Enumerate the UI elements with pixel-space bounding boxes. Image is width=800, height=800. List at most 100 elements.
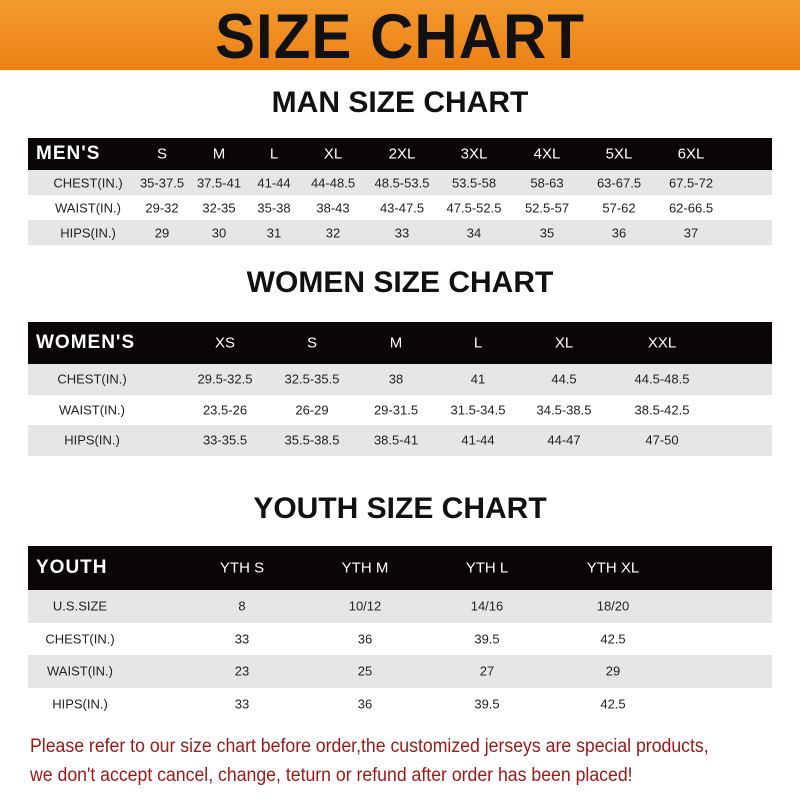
- size-column-header: XXL: [647, 334, 677, 352]
- size-column-header: S: [156, 145, 168, 163]
- table-cell: 36: [357, 696, 373, 712]
- table-cell: 67.5-72: [668, 175, 714, 190]
- table-cell: 37: [683, 225, 699, 240]
- table-cell: 33: [394, 225, 410, 240]
- table-row: U.S.SIZE 8 10/12 14/16 18/20: [28, 590, 772, 623]
- table-cell: 34.5-38.5: [536, 402, 592, 418]
- size-column-header: YTH M: [341, 559, 389, 577]
- women-size-table: WOMEN'S XS S M L XL XXL CHEST(IN.) 29.5-32.5 32.5…: [28, 322, 772, 456]
- table-cell: 38-43: [316, 200, 350, 215]
- table-row: HIPS(IN.) 29 30 31 32 33 34 35 36 37: [28, 220, 772, 245]
- table-cell: 29.5-32.5: [197, 371, 253, 387]
- table-cell: 53.5-58: [451, 175, 497, 190]
- table-cell: 31: [266, 225, 282, 240]
- table-cell: 58-63: [530, 175, 564, 190]
- size-column-header: YTH XL: [586, 559, 640, 577]
- size-column-header: M: [212, 145, 226, 163]
- table-cell: 38.5-41: [373, 432, 419, 448]
- women-section-title: WOMEN SIZE CHART: [246, 266, 554, 299]
- table-cell: 57-62: [602, 200, 636, 215]
- table-cell: 33: [234, 631, 250, 647]
- measurement-label: HIPS(IN.): [64, 432, 120, 448]
- table-row: CHEST(IN.) 33 36 39.5 42.5: [28, 622, 772, 655]
- table-row: CHEST(IN.) 29.5-32.5 32.5-35.5 38 41 44.5 44.5…: [28, 364, 772, 395]
- size-column-header: XS: [214, 334, 236, 352]
- men-size-table: MEN'S S M L XL 2XL 3XL 4XL 5XL 6XL CHEST(IN.) 35-37…: [28, 138, 772, 245]
- table-cell: 47.5-52.5: [446, 200, 502, 215]
- table-cell: 31.5-34.5: [450, 402, 506, 418]
- size-column-header: 6XL: [677, 145, 705, 163]
- measurement-label: HIPS(IN.): [52, 696, 108, 712]
- table-cell: 43-47.5: [379, 200, 425, 215]
- size-column-header: 3XL: [460, 145, 488, 163]
- table-cell: 23: [234, 663, 250, 679]
- table-cell: 44.5: [551, 371, 577, 387]
- table-cell: 41-44: [461, 432, 495, 448]
- measurement-label: WAIST(IN.): [47, 663, 113, 679]
- table-cell: 35-37.5: [139, 175, 185, 190]
- table-cell: 29: [605, 663, 621, 679]
- measurement-label: CHEST(IN.): [57, 371, 127, 387]
- table-cell: 8: [238, 598, 246, 614]
- table-cell: 48.5-53.5: [374, 175, 430, 190]
- table-cell: 38.5-42.5: [634, 402, 690, 418]
- table-group-label: WOMEN'S: [36, 332, 136, 353]
- table-row: WAIST(IN.) 23.5-26 26-29 29-31.5 31.5-34.5 34…: [28, 394, 772, 425]
- table-cell: 35.5-38.5: [284, 432, 340, 448]
- notice-line: we don't accept cancel, change, teturn o…: [30, 765, 633, 786]
- table-row: WAIST(IN.) 23 25 27 29: [28, 655, 772, 688]
- table-cell: 63-67.5: [596, 175, 642, 190]
- table-cell: 29: [154, 225, 170, 240]
- measurement-label: WAIST(IN.): [59, 402, 125, 418]
- notice-line: Please refer to our size chart before or…: [30, 736, 709, 757]
- table-row: WAIST(IN.) 29-32 32-35 35-38 38-43 43-47.5 47.…: [28, 195, 772, 220]
- size-column-header: 4XL: [533, 145, 561, 163]
- table-cell: 18/20: [596, 598, 630, 614]
- table-cell: 38: [388, 371, 404, 387]
- table-cell: 44-47: [547, 432, 581, 448]
- size-column-header: YTH L: [465, 559, 509, 577]
- page-title: SIZE CHART: [215, 1, 585, 72]
- table-cell: 33-35.5: [202, 432, 248, 448]
- table-cell: 23.5-26: [202, 402, 248, 418]
- table-cell: 29-32: [145, 200, 179, 215]
- measurement-label: HIPS(IN.): [60, 225, 116, 240]
- youth-size-table: YOUTH YTH S YTH M YTH L YTH XL U.S.SIZE 8 10/12…: [28, 546, 772, 720]
- table-cell: 42.5: [600, 696, 626, 712]
- measurement-label: CHEST(IN.): [53, 175, 123, 190]
- table-cell: 34: [466, 225, 482, 240]
- size-column-header: L: [473, 334, 483, 352]
- measurement-label: U.S.SIZE: [52, 598, 108, 614]
- table-row: CHEST(IN.) 35-37.5 37.5-41 41-44 44-48.5 48.5…: [28, 170, 772, 195]
- size-column-header: S: [306, 334, 318, 352]
- measurement-label: WAIST(IN.): [55, 200, 121, 215]
- youth-section-title: YOUTH SIZE CHART: [253, 492, 547, 525]
- table-cell: 29-31.5: [373, 402, 419, 418]
- table-cell: 37.5-41: [196, 175, 242, 190]
- size-column-header: L: [269, 145, 279, 163]
- table-cell: 26-29: [295, 402, 329, 418]
- table-cell: 14/16: [470, 598, 504, 614]
- table-cell: 52.5-57: [524, 200, 570, 215]
- table-cell: 39.5: [474, 696, 500, 712]
- table-cell: 44-48.5: [310, 175, 356, 190]
- size-chart-banner: SIZE CHART: [0, 0, 800, 72]
- size-column-header: XL: [554, 334, 574, 352]
- table-cell: 36: [357, 631, 373, 647]
- table-header-row: MEN'S S M L XL 2XL 3XL 4XL 5XL 6XL: [28, 138, 772, 170]
- table-header-row: WOMEN'S XS S M L XL XXL: [28, 322, 772, 364]
- table-header-row: YOUTH YTH S YTH M YTH L YTH XL: [28, 546, 772, 590]
- table-cell: 33: [234, 696, 250, 712]
- table-group-label: YOUTH: [36, 557, 108, 578]
- size-column-header: 2XL: [388, 145, 416, 163]
- table-cell: 32.5-35.5: [284, 371, 340, 387]
- size-column-header: YTH S: [219, 559, 265, 577]
- table-cell: 32-35: [202, 200, 236, 215]
- size-column-header: M: [389, 334, 403, 352]
- table-cell: 10/12: [348, 598, 382, 614]
- size-column-header: 5XL: [605, 145, 633, 163]
- table-group-label: MEN'S: [36, 143, 101, 164]
- table-cell: 32: [325, 225, 341, 240]
- table-cell: 25: [357, 663, 373, 679]
- table-cell: 44.5-48.5: [634, 371, 690, 387]
